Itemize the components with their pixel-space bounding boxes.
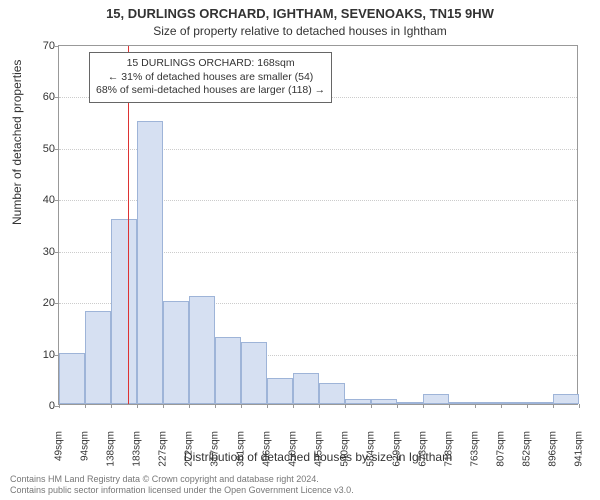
chart-container: 15, DURLINGS ORCHARD, IGHTHAM, SEVENOAKS…	[0, 0, 600, 500]
histogram-bar	[423, 394, 449, 404]
y-tick-label: 60	[31, 91, 55, 103]
x-tick-mark	[215, 404, 216, 408]
y-tick-mark	[55, 252, 59, 253]
y-tick-label: 50	[31, 143, 55, 155]
histogram-bar	[319, 383, 345, 404]
x-tick-mark	[85, 404, 86, 408]
histogram-bar	[59, 353, 85, 404]
histogram-bar	[215, 337, 241, 404]
y-tick-mark	[55, 303, 59, 304]
annotation-line-3: 68% of semi-detached houses are larger (…	[96, 84, 325, 98]
x-tick-mark	[397, 404, 398, 408]
x-tick-mark	[345, 404, 346, 408]
x-tick-mark	[475, 404, 476, 408]
y-tick-mark	[55, 97, 59, 98]
x-tick-mark	[449, 404, 450, 408]
histogram-bar	[293, 373, 319, 404]
histogram-bar	[449, 402, 475, 404]
annotation-line-1: 15 DURLINGS ORCHARD: 168sqm	[96, 57, 325, 71]
x-tick-mark	[423, 404, 424, 408]
y-tick-label: 10	[31, 349, 55, 361]
x-tick-mark	[501, 404, 502, 408]
x-tick-mark	[579, 404, 580, 408]
y-tick-mark	[55, 46, 59, 47]
chart-title-address: 15, DURLINGS ORCHARD, IGHTHAM, SEVENOAKS…	[0, 6, 600, 21]
y-tick-label: 70	[31, 40, 55, 52]
y-tick-mark	[55, 200, 59, 201]
histogram-bar	[527, 402, 553, 404]
chart-title-sub: Size of property relative to detached ho…	[0, 24, 600, 38]
x-tick-mark	[293, 404, 294, 408]
y-axis-label: Number of detached properties	[10, 60, 24, 225]
histogram-bar	[241, 342, 267, 404]
x-tick-mark	[267, 404, 268, 408]
y-tick-label: 20	[31, 297, 55, 309]
footer-line-1: Contains HM Land Registry data © Crown c…	[10, 474, 354, 485]
x-tick-mark	[137, 404, 138, 408]
histogram-bar	[397, 402, 423, 404]
histogram-bar	[111, 219, 137, 404]
histogram-bar	[345, 399, 371, 404]
annotation-line-2: ← 31% of detached houses are smaller (54…	[96, 71, 325, 85]
y-tick-label: 30	[31, 246, 55, 258]
x-axis-label: Distribution of detached houses by size …	[58, 450, 578, 464]
histogram-bar	[475, 402, 501, 404]
y-tick-mark	[55, 149, 59, 150]
x-tick-mark	[319, 404, 320, 408]
x-tick-mark	[111, 404, 112, 408]
y-tick-label: 0	[31, 400, 55, 412]
histogram-bar	[371, 399, 397, 404]
histogram-bar	[189, 296, 215, 404]
plot-area: 01020304050607049sqm94sqm138sqm183sqm227…	[58, 45, 578, 405]
x-tick-mark	[241, 404, 242, 408]
x-tick-mark	[189, 404, 190, 408]
histogram-bar	[267, 378, 293, 404]
histogram-bar	[85, 311, 111, 404]
histogram-bar	[163, 301, 189, 404]
footer-attribution: Contains HM Land Registry data © Crown c…	[10, 474, 354, 496]
histogram-bar	[553, 394, 579, 404]
histogram-bar	[501, 402, 527, 404]
x-tick-mark	[371, 404, 372, 408]
x-tick-mark	[527, 404, 528, 408]
y-tick-label: 40	[31, 194, 55, 206]
histogram-bar	[137, 121, 163, 404]
footer-line-2: Contains public sector information licen…	[10, 485, 354, 496]
x-tick-mark	[59, 404, 60, 408]
annotation-box: 15 DURLINGS ORCHARD: 168sqm ← 31% of det…	[89, 52, 332, 103]
x-tick-mark	[163, 404, 164, 408]
x-tick-mark	[553, 404, 554, 408]
